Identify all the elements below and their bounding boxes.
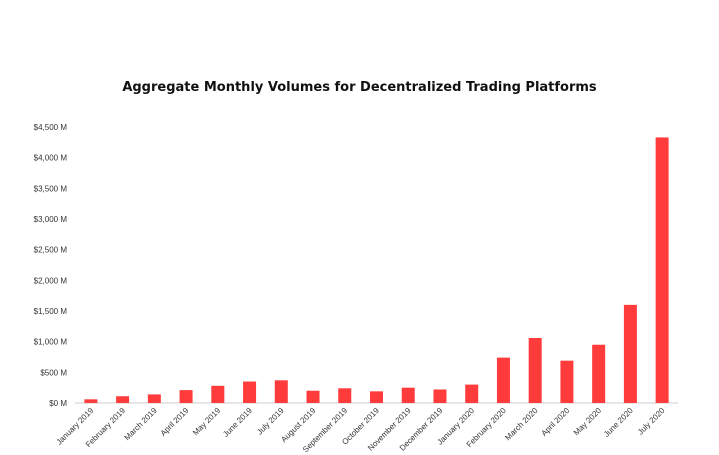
bar [243,381,257,403]
y-tick-label: $1,000 M [34,338,68,347]
y-axis: $0 M $500 M $1,000 M $1,500 M $2,000 M $2,500… [34,123,68,408]
x-tick-label: April 2020 [539,406,571,438]
bar [274,380,288,403]
x-tick-label: March 2020 [503,406,540,443]
x-tick-label: July 2019 [255,406,286,437]
bar [592,344,606,403]
bar [306,390,320,403]
bar [433,389,447,403]
y-tick-label: $3,000 M [34,215,68,224]
bar [211,385,225,403]
bar [179,390,193,403]
bars [84,137,669,403]
bar [465,384,479,403]
bar [116,396,130,403]
x-tick-label: May 2019 [191,406,223,438]
y-tick-label: $4,000 M [34,154,68,163]
x-tick-label: June 2020 [602,406,635,439]
bar [84,399,98,403]
chart-title: Aggregate Monthly Volumes for Decentrali… [122,80,597,95]
y-tick-label: $0 M [49,399,67,408]
y-tick-label: $2,000 M [34,276,68,285]
bar [338,388,352,403]
x-tick-label: March 2019 [123,406,160,443]
bar [528,337,542,403]
x-tick-label: April 2019 [159,406,191,438]
bar [496,357,510,403]
y-tick-label: $2,500 M [34,246,68,255]
bar [370,391,383,403]
y-tick-label: $3,500 M [34,184,68,193]
bar [623,304,637,403]
x-tick-label: May 2020 [572,406,604,438]
y-tick-label: $1,500 M [34,307,68,316]
bar [401,387,415,403]
y-tick-label: $500 M [40,368,67,377]
y-tick-label: $4,500 M [34,123,68,132]
x-tick-label: July 2020 [636,406,667,437]
bar [147,394,161,403]
bar [560,360,574,403]
x-tick-label: June 2019 [221,406,254,439]
bar [655,137,669,403]
